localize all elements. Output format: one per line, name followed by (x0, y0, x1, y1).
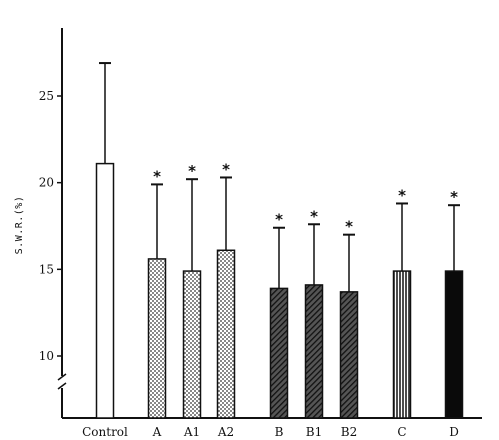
bar (95, 162, 115, 419)
category-label: C (397, 425, 406, 439)
bar (392, 270, 412, 419)
category-label: A1 (183, 425, 200, 439)
significance-marker: * (275, 211, 283, 229)
significance-marker: * (450, 188, 458, 206)
significance-marker: * (310, 207, 318, 225)
y-tick-label: 20 (39, 176, 54, 190)
bar (182, 270, 202, 419)
bars-group (95, 62, 464, 419)
y-tick-label: 15 (39, 262, 54, 276)
category-label: D (449, 425, 459, 439)
significance-marker: * (222, 160, 230, 178)
y-tick-label: 10 (39, 349, 54, 363)
significance-marker: * (153, 167, 161, 185)
significance-marker: * (345, 218, 353, 236)
bar (444, 270, 464, 419)
category-label: A (152, 425, 162, 439)
significance-marker: * (398, 186, 406, 204)
bar (147, 258, 167, 419)
category-label: A2 (217, 425, 234, 439)
y-axis-label: S.W.R.(%) (14, 196, 25, 255)
bar (304, 284, 324, 419)
bar (216, 249, 236, 419)
category-label: B2 (341, 425, 357, 439)
y-tick-label: 25 (39, 89, 54, 103)
significance-marker: * (188, 162, 196, 180)
category-label: Control (82, 425, 128, 439)
axis-break-mark (57, 382, 67, 390)
labels-group: 10 15 20 25 S.W.R.(%) Control * A * A1 * A2 * B * B1 * B2… (14, 89, 459, 439)
axis-break-mark (57, 373, 67, 381)
bar (269, 287, 289, 419)
axes-group (57, 28, 482, 419)
category-label: B (275, 425, 284, 439)
bar (339, 291, 359, 419)
category-label: B1 (306, 425, 322, 439)
